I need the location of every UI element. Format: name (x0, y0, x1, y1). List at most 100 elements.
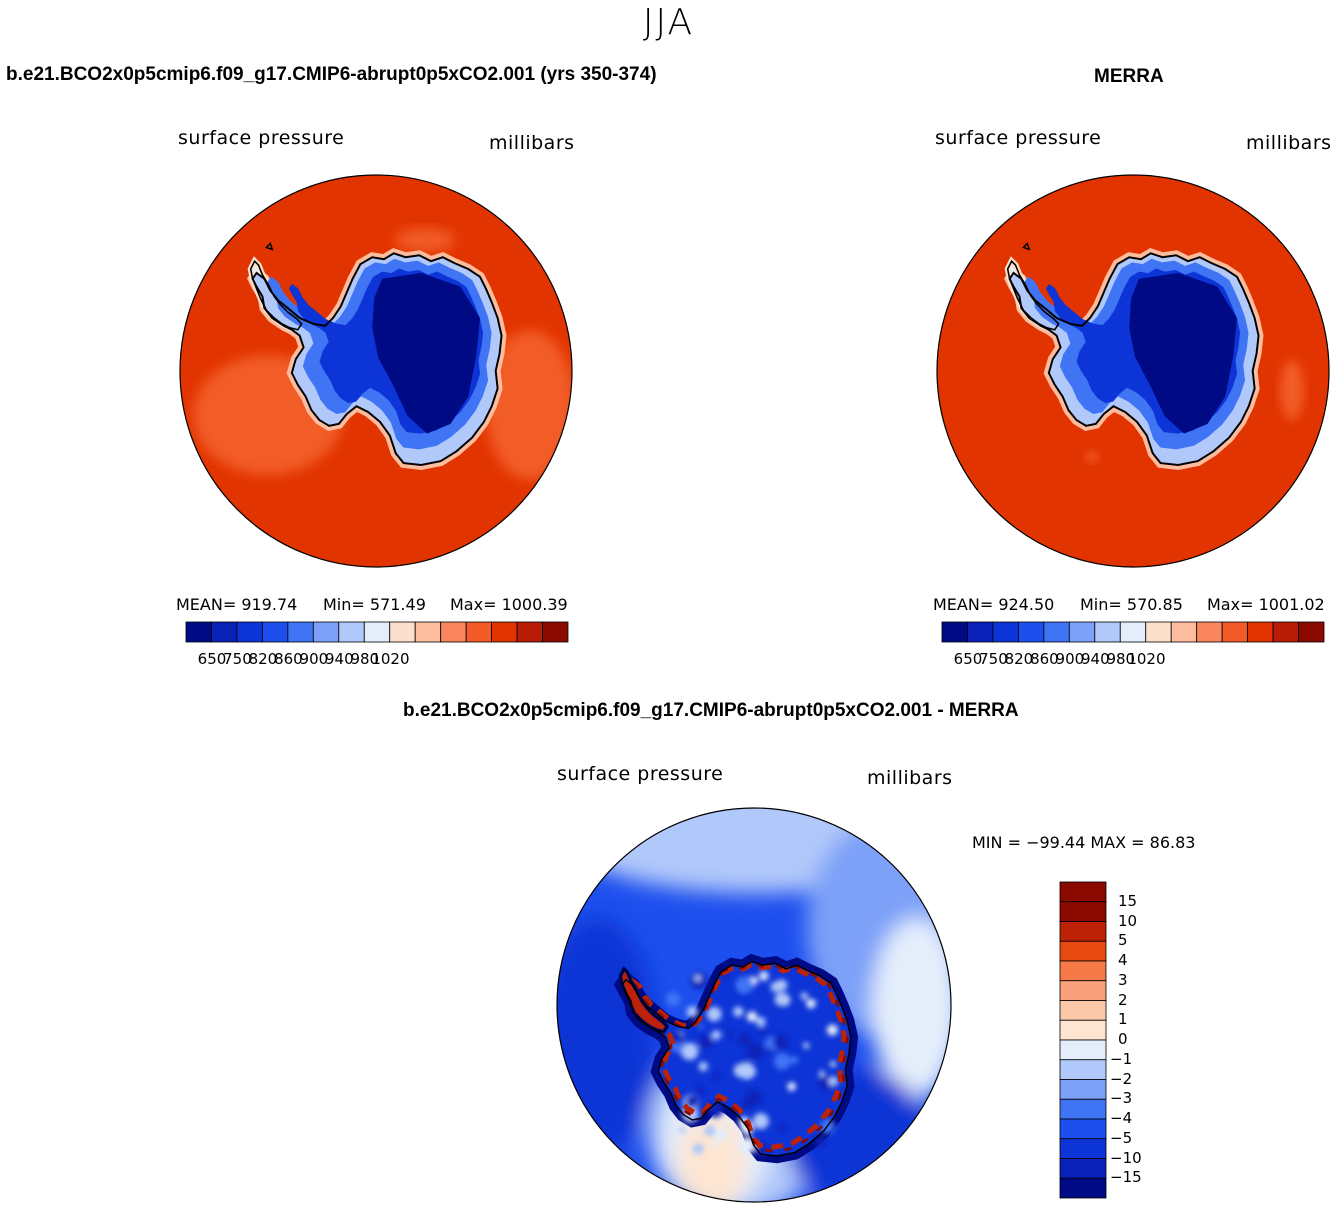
colorbar-swatch (363, 621, 391, 643)
peninsula-coastline (619, 967, 669, 1033)
colorbar-tick-label: 860 (1030, 650, 1059, 668)
colorbar-swatch (491, 621, 518, 643)
colorbar-tick-label: 1020 (1127, 650, 1166, 668)
colorbar-swatch (312, 621, 340, 643)
colorbar-swatch (236, 621, 263, 643)
colorbar-tick-label: −4 (1110, 1109, 1133, 1127)
colorbar-tick-label: 940 (325, 650, 354, 668)
panel3-band-west (557, 918, 657, 1158)
panel2-title: MERRA (1094, 66, 1164, 87)
panel3-positive-south (677, 1113, 747, 1202)
colorbar-swatch (1059, 1098, 1107, 1120)
colorbar-swatch (338, 621, 365, 643)
colorbar-swatch (287, 621, 314, 643)
panel2-mean: MEAN= 924.50 (933, 595, 1055, 614)
coastline (1008, 252, 1260, 466)
colorbar-swatch (1059, 1118, 1107, 1140)
peninsula-coastline (249, 259, 303, 331)
panel3-map (556, 807, 952, 1203)
colorbar-swatch (1059, 1059, 1107, 1080)
panel1-min: Min= 571.49 (323, 595, 426, 614)
colorbar-swatch (941, 621, 968, 643)
colorbar-tick-label: 750 (223, 650, 252, 668)
colorbar-swatch (542, 621, 569, 643)
panel1-mean: MEAN= 919.74 (176, 595, 298, 614)
colorbar-tick-label: 1 (1118, 1010, 1128, 1029)
colorbar-tick-label: 900 (299, 650, 329, 668)
colorbar-swatch (516, 621, 543, 643)
island (264, 242, 274, 251)
colorbar-swatch (1043, 621, 1070, 643)
colorbar-swatch (211, 621, 238, 643)
panel1-max: Max= 1000.39 (450, 595, 568, 614)
peninsula-coastline (1006, 259, 1060, 331)
panel1-title: b.e21.BCO2x0p5cmip6.f09_g17.CMIP6-abrupt… (6, 64, 657, 85)
panel1-units-label: millibars (489, 132, 575, 154)
colorbar-swatch (1059, 1019, 1107, 1041)
coastline (621, 960, 852, 1157)
colorbar-tick-label: 3 (1118, 970, 1128, 989)
panel2-units-label: millibars (1246, 132, 1332, 154)
colorbar-tick-label: −15 (1110, 1168, 1142, 1187)
colorbar-tick-label: 980 (350, 650, 380, 668)
colorbar-tick-label: 750 (979, 650, 1008, 668)
colorbar-swatch (1018, 621, 1045, 643)
colorbar-swatch (1059, 1158, 1107, 1179)
panel1-high-region-north (395, 228, 455, 252)
high-plateau-fill (372, 272, 480, 434)
island (1021, 242, 1031, 251)
panel2-high-region-south (1086, 451, 1098, 463)
colorbar-swatch (1298, 621, 1325, 643)
panel3-antarctica (613, 953, 859, 1164)
coastline (251, 252, 503, 466)
panel3-title: b.e21.BCO2x0p5cmip6.f09_g17.CMIP6-abrupt… (403, 700, 1019, 721)
colorbar-tick-label: −10 (1110, 1148, 1142, 1167)
panel3-variable-label: surface pressure (557, 763, 724, 785)
colorbar-swatch (967, 621, 994, 643)
interior-fill (622, 961, 851, 1156)
colorbar-tick-label: 820 (1004, 650, 1034, 668)
colorbar-swatch (1059, 1079, 1107, 1100)
colorbar-tick-label: 1020 (371, 650, 410, 668)
colorbar-swatch (1068, 621, 1096, 643)
colorbar-swatch (1059, 980, 1107, 1001)
colorbar-swatch (1272, 621, 1299, 643)
colorbar-tick-label: 650 (197, 650, 227, 668)
colorbar-tick-label: −1 (1110, 1049, 1133, 1068)
colorbar-tick-label: −2 (1110, 1069, 1133, 1088)
colorbar-tick-label: −5 (1110, 1128, 1133, 1147)
colorbar-tick-label: −3 (1110, 1089, 1133, 1108)
colorbar-tick-label: 980 (1106, 650, 1136, 668)
panel3-band-east (872, 918, 951, 1098)
colorbar-swatch (1059, 1138, 1107, 1159)
colorbar-tick-label: 900 (1055, 650, 1085, 668)
colorbar-tick-label: 650 (953, 650, 983, 668)
panel2-map (936, 174, 1330, 568)
colorbar-tick-label: 5 (1118, 931, 1128, 950)
colorbar-swatch (1059, 881, 1107, 903)
panel1-colorbar (185, 621, 569, 643)
high-plateau-fill (1129, 272, 1237, 434)
colorbar-swatch (185, 621, 212, 643)
panel2-variable-label: surface pressure (935, 127, 1102, 149)
colorbar-swatch (1059, 1039, 1107, 1061)
colorbar-swatch (1094, 621, 1121, 643)
colorbar-tick-label: 10 (1118, 911, 1138, 930)
panel2-high-region-east (1280, 360, 1304, 420)
colorbar-swatch (1059, 940, 1107, 962)
colorbar-swatch (1170, 621, 1198, 643)
colorbar-tick-label: 940 (1081, 650, 1110, 668)
colorbar-swatch (465, 621, 492, 643)
panel3-colorbar (1059, 881, 1107, 1199)
interior-variability (666, 971, 839, 1157)
colorbar-tick-label: 0 (1118, 1030, 1128, 1048)
colorbar-swatch (1059, 1000, 1107, 1021)
colorbar-swatch (1247, 621, 1274, 643)
colorbar-tick-label: 820 (248, 650, 278, 668)
colorbar-swatch (1059, 960, 1107, 982)
colorbar-tick-label: 4 (1118, 951, 1128, 969)
panel1-variable-label: surface pressure (178, 127, 345, 149)
colorbar-swatch (1221, 621, 1248, 643)
colorbar-tick-label: 860 (274, 650, 303, 668)
colorbar-swatch (1196, 621, 1223, 643)
